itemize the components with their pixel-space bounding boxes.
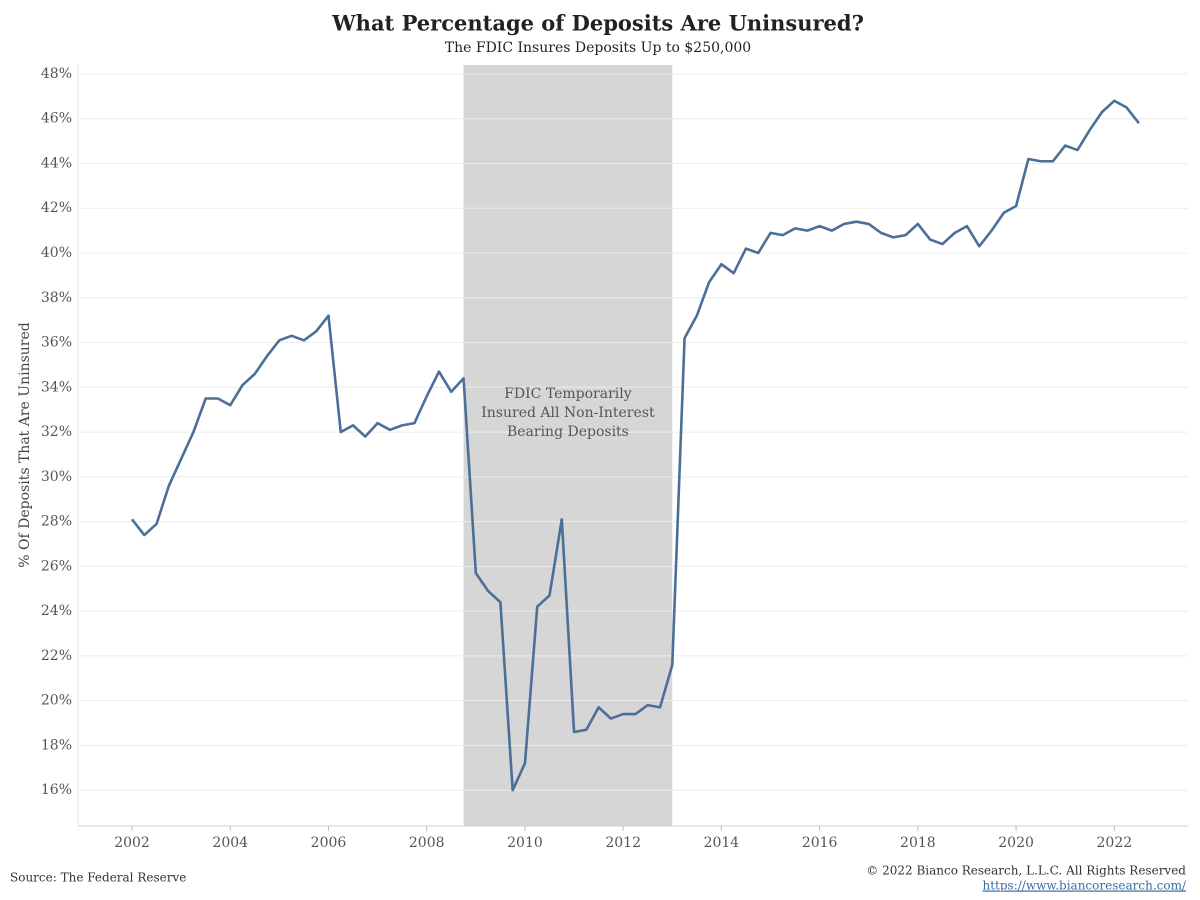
y-tick-label: 38% bbox=[41, 290, 72, 306]
x-tick-label: 2008 bbox=[409, 835, 445, 851]
annotation: FDIC Temporarily bbox=[504, 386, 632, 402]
y-tick-label: 24% bbox=[41, 603, 72, 619]
y-tick-label: 42% bbox=[41, 200, 72, 216]
annotation: Bearing Deposits bbox=[507, 424, 629, 440]
copyright: © 2022 Bianco Research, L.L.C. All Right… bbox=[866, 864, 1186, 878]
x-tick-label: 2016 bbox=[802, 835, 838, 851]
y-tick-label: 30% bbox=[41, 469, 72, 485]
x-tick-label: 2002 bbox=[114, 835, 150, 851]
y-tick-label: 36% bbox=[41, 335, 72, 351]
y-tick-label: 40% bbox=[41, 245, 72, 261]
x-tick-label: 2004 bbox=[212, 835, 248, 851]
y-tick-label: 22% bbox=[41, 648, 72, 664]
x-tick-label: 2020 bbox=[998, 835, 1034, 851]
x-tick-label: 2010 bbox=[507, 835, 543, 851]
data-line bbox=[131, 99, 1140, 792]
x-tick-label: 2018 bbox=[900, 835, 936, 851]
x-tick-label: 2006 bbox=[311, 835, 347, 851]
chart-title: What Percentage of Deposits Are Uninsure… bbox=[331, 11, 864, 36]
annotation: Insured All Non-Interest bbox=[481, 405, 655, 421]
y-tick-label: 20% bbox=[41, 693, 72, 709]
y-tick-label: 18% bbox=[41, 737, 72, 753]
chart-subtitle: The FDIC Insures Deposits Up to $250,000 bbox=[445, 40, 751, 56]
y-tick-label: 28% bbox=[41, 514, 72, 530]
y-tick-label: 16% bbox=[41, 782, 72, 798]
url-link[interactable]: https://www.biancoresearch.com/ bbox=[982, 879, 1186, 893]
y-tick-label: 34% bbox=[41, 379, 72, 395]
y-tick-label: 26% bbox=[41, 558, 72, 574]
y-axis-label: % Of Deposits That Are Uninsured bbox=[17, 322, 33, 567]
y-tick-label: 46% bbox=[41, 111, 72, 127]
x-tick-label: 2012 bbox=[605, 835, 641, 851]
shaded-region bbox=[463, 65, 673, 826]
y-tick-label: 32% bbox=[41, 424, 72, 440]
y-tick-label: 44% bbox=[41, 155, 72, 171]
source: Source: The Federal Reserve bbox=[10, 871, 186, 885]
x-tick-label: 2014 bbox=[704, 835, 740, 851]
y-tick-label: 48% bbox=[41, 66, 72, 82]
x-tick-label: 2022 bbox=[1097, 835, 1133, 851]
